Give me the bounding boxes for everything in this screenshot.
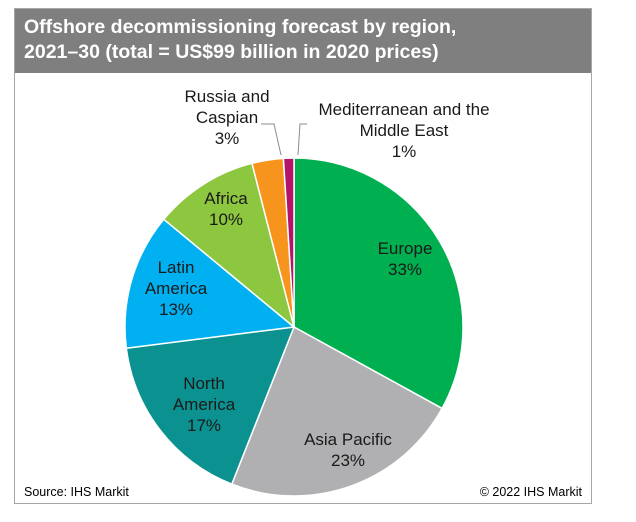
pie-slice-africa [162, 162, 296, 330]
slice-label-russia-and-caspian: Russia and Caspian 3% [184, 87, 269, 148]
slice-label-mediterranean-and-the-middle-east: Mediterranean and the Middle East 1% [318, 100, 489, 161]
leader-line-mediterranean-and-the-middle-east [297, 123, 307, 156]
pie-slice-latin-america [124, 218, 296, 350]
slice-label-europe: Europe 33% [378, 239, 433, 279]
chart-title-line-1: Offshore decommissioning forecast by reg… [24, 16, 457, 38]
slice-label-latin-america: Latin America 13% [145, 258, 208, 319]
chart-title-line-2: 2021–30 (total = US$99 billion in 2020 p… [24, 41, 439, 63]
slice-label-asia-pacific: Asia Pacific 23% [304, 430, 392, 470]
pie-chart: Europe 33% Asia Pacific 23% North America 17% L… [124, 87, 490, 497]
slice-label-africa: Africa 10% [204, 189, 248, 229]
chart-frame: Offshore decommissioning forecast by reg… [14, 8, 592, 504]
leader-line-russia-and-caspian [261, 123, 282, 156]
pie-slice-north-america [125, 326, 296, 486]
pie-slice-europe [293, 157, 464, 410]
slice-label-north-america: North America 17% [173, 374, 236, 435]
pie-slice-asia-pacific [230, 325, 444, 497]
pie-slice-mediterranean-and-the-middle-east [282, 157, 295, 328]
copyright-note: © 2022 IHS Markit [479, 485, 582, 499]
chart-title: Offshore decommissioning forecast by reg… [15, 9, 591, 73]
source-note: Source: IHS Markit [24, 485, 129, 499]
